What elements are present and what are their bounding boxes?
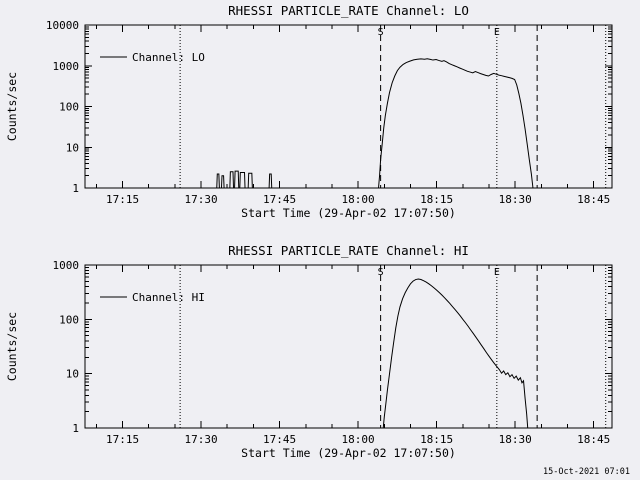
y-tick-label: 10 (66, 368, 79, 381)
flare-marker-e: E (494, 27, 500, 38)
particle-rate-curve (85, 278, 529, 429)
flare-marker-s: S (378, 267, 384, 278)
legend-label: Channel: HI (132, 291, 205, 304)
flare-marker-s: S (378, 27, 384, 38)
y-tick-label: 1 (72, 422, 79, 435)
y-tick-label: 100 (59, 313, 79, 326)
chart-title: RHESSI PARTICLE_RATE Channel: LO (228, 3, 469, 18)
x-tick-label: 17:15 (106, 433, 139, 446)
y-tick-label: 1000 (53, 60, 80, 73)
y-axis-label: Counts/sec (5, 312, 19, 381)
x-tick-label: 18:30 (499, 193, 532, 206)
x-tick-label: 17:15 (106, 193, 139, 206)
x-tick-label: 17:45 (263, 193, 296, 206)
flare-marker-e: E (494, 267, 500, 278)
x-tick-label: 18:00 (342, 433, 375, 446)
legend-label: Channel: LO (132, 51, 205, 64)
y-axis-label: Counts/sec (5, 72, 19, 141)
creation-timestamp: 15-Oct-2021 07:01 (543, 467, 630, 477)
chart-panel-lo: RHESSI PARTICLE_RATE Channel: LO 17:15 17:… (5, 3, 613, 220)
y-tick-label: 1 (72, 182, 79, 195)
x-tick-label: 18:00 (342, 193, 375, 206)
x-tick-label: 18:45 (577, 433, 610, 446)
chart-title: RHESSI PARTICLE_RATE Channel: HI (228, 243, 469, 258)
y-tick-label: 10000 (46, 19, 79, 32)
x-tick-label: 18:15 (420, 433, 453, 446)
x-tick-label: 17:30 (184, 193, 217, 206)
x-tick-label: 18:45 (577, 193, 610, 206)
x-tick-label: 18:30 (499, 433, 532, 446)
x-axis-label: Start Time (29-Apr-02 17:07:50) (241, 446, 456, 460)
x-tick-label: 17:45 (263, 433, 296, 446)
chart-panel-hi: RHESSI PARTICLE_RATE Channel: HI 17:15 17:… (5, 243, 630, 477)
y-tick-label: 1000 (53, 259, 80, 272)
plot-frame (84, 24, 613, 189)
particle-rate-curve (85, 58, 534, 189)
x-tick-label: 18:15 (420, 193, 453, 206)
y-tick-label: 10 (66, 141, 79, 154)
plot-frame (84, 264, 613, 429)
x-tick-label: 17:30 (184, 433, 217, 446)
y-tick-label: 100 (59, 101, 79, 114)
x-axis-label: Start Time (29-Apr-02 17:07:50) (241, 206, 456, 220)
